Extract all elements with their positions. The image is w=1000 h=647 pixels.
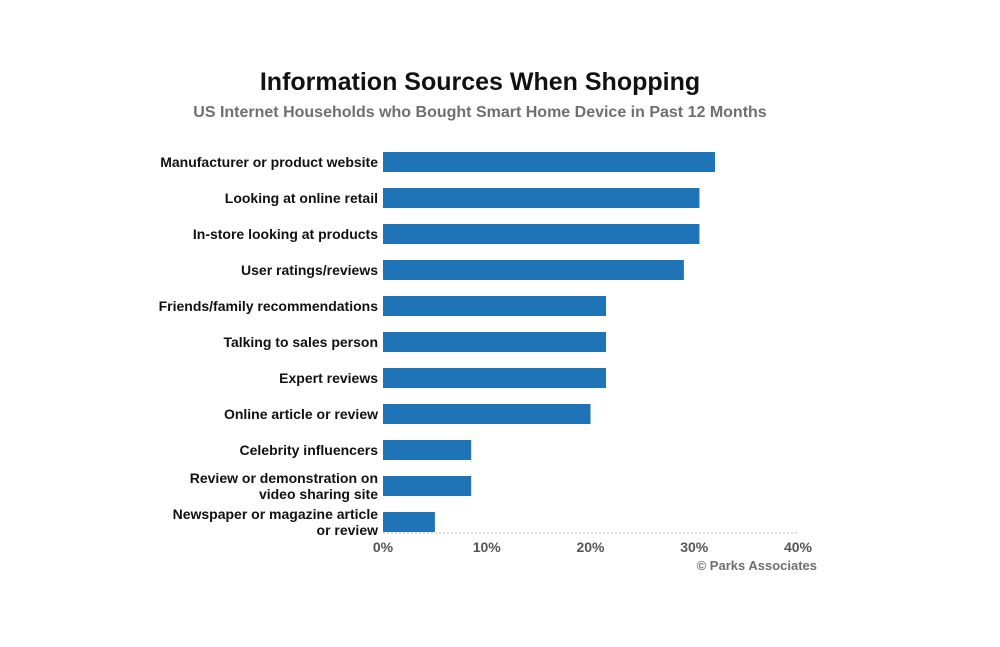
x-tick-label: 40%	[784, 539, 813, 555]
bar	[383, 404, 591, 424]
bar	[383, 188, 700, 208]
bar	[383, 260, 684, 280]
x-tick-label: 20%	[576, 539, 605, 555]
x-tick-label: 10%	[473, 539, 502, 555]
category-label: User ratings/reviews	[241, 262, 378, 278]
category-label: Online article or review	[224, 406, 378, 422]
bar	[383, 368, 607, 388]
category-label: Friends/family recommendations	[159, 298, 379, 314]
category-label: Expert reviews	[279, 370, 378, 386]
bar	[383, 476, 472, 496]
chart-title: Information Sources When Shopping	[259, 68, 701, 96]
chart-subtitle: US Internet Households who Bought Smart …	[193, 104, 767, 121]
bar	[383, 152, 715, 172]
x-tick-label: 30%	[680, 539, 709, 555]
bar	[383, 440, 472, 460]
x-tick-label: 0%	[373, 539, 394, 555]
bar	[383, 296, 607, 316]
category-label: Celebrity influencers	[240, 442, 379, 458]
category-label: Manufacturer or product website	[160, 154, 378, 170]
category-label: Talking to sales person	[223, 334, 378, 350]
bar	[383, 224, 700, 244]
category-label: Newspaper or magazine article or review	[173, 506, 379, 538]
bar	[383, 512, 435, 532]
category-label: Looking at online retail	[225, 190, 378, 206]
category-label: In-store looking at products	[193, 226, 378, 242]
bar	[383, 332, 607, 352]
chart-credit: © Parks Associates	[696, 558, 817, 573]
category-label: Review or demonstration on video sharing …	[190, 470, 378, 502]
